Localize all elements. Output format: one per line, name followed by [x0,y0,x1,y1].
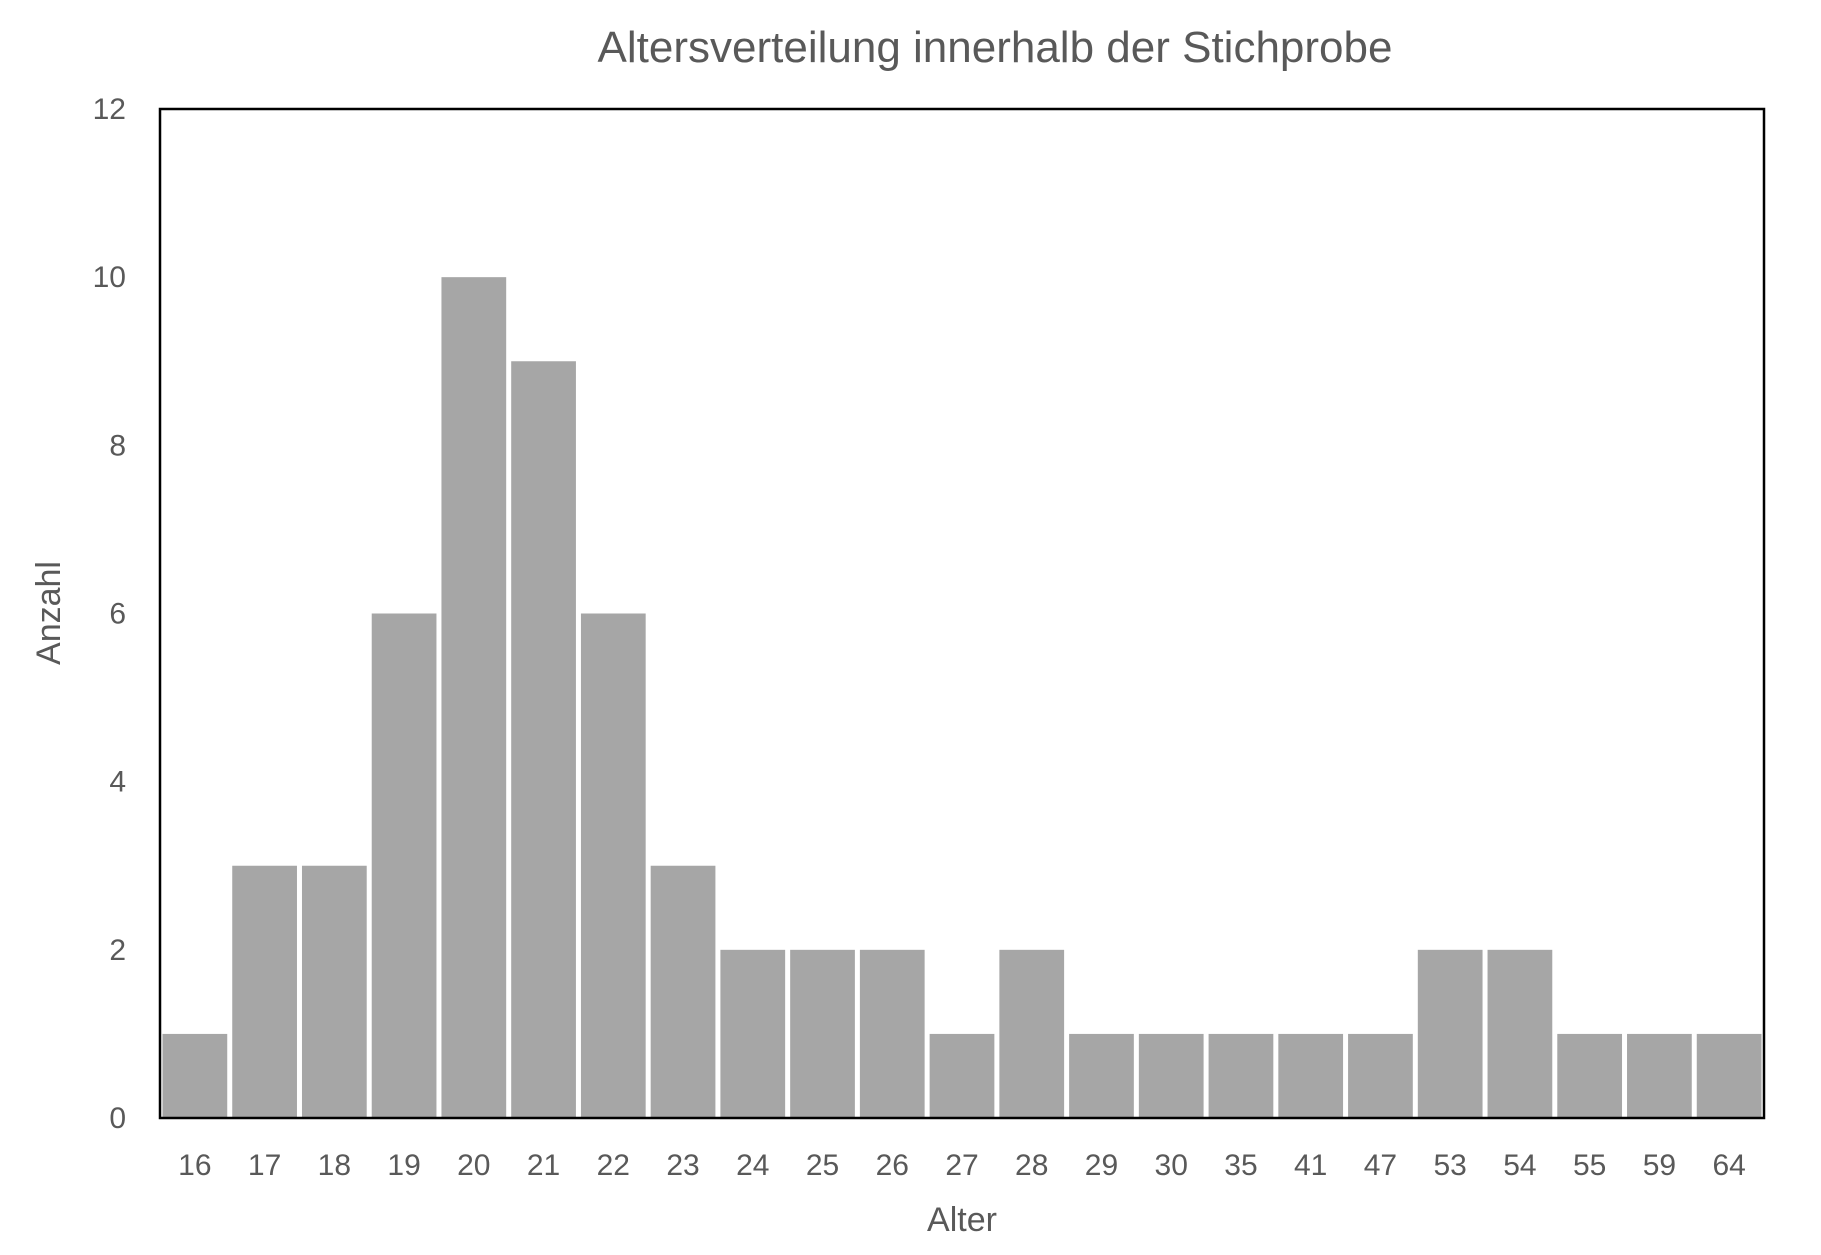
x-axis-label: Alter [927,1201,997,1239]
bar-21 [511,361,576,1118]
x-tick-label: 53 [1433,1149,1466,1182]
bar-47 [1348,1033,1413,1118]
y-tick-label: 4 [109,766,126,799]
x-tick-label: 30 [1155,1149,1188,1182]
y-tick-label: 8 [109,429,126,462]
bar-26 [859,949,925,1118]
plot-frame [158,107,1766,1120]
bar-35 [1208,1033,1274,1118]
bar-53 [1417,949,1483,1118]
bar-20 [441,277,507,1119]
bar-54 [1487,949,1553,1118]
x-tick-label: 47 [1364,1149,1397,1182]
bar-19 [371,613,437,1118]
x-tick-label: 25 [806,1149,839,1182]
x-tick-label: 17 [248,1149,281,1182]
x-tick-label: 24 [736,1149,769,1182]
bar-22 [580,613,646,1118]
bar-25 [790,949,855,1118]
x-tick-label: 41 [1294,1149,1327,1182]
y-tick-label: 2 [109,934,126,967]
bar-23 [650,865,716,1118]
y-tick-label: 0 [109,1102,126,1135]
x-tick-label: 22 [597,1149,630,1182]
bar-55 [1557,1033,1623,1118]
x-tick-label: 16 [178,1149,211,1182]
chart-title: Altersverteilung innerhalb der Stichprob… [598,23,1393,72]
bar-41 [1278,1033,1344,1118]
y-tick-label: 12 [93,93,126,126]
y-tick-label: 10 [93,261,126,294]
bar-64 [1696,1033,1762,1118]
x-tick-label: 35 [1224,1149,1257,1182]
bar-24 [720,949,786,1118]
bar-28 [999,949,1065,1118]
x-tick-label: 18 [318,1149,351,1182]
x-tick-label: 64 [1712,1149,1745,1182]
y-axis-ticks: 0 2 4 6 8 10 12 [93,93,126,1135]
bar-59 [1627,1033,1692,1118]
x-tick-label: 27 [945,1149,978,1182]
x-tick-label: 55 [1573,1149,1606,1182]
bar-16 [162,1033,228,1118]
bar-29 [1069,1033,1134,1118]
x-tick-label: 28 [1015,1149,1048,1182]
bars-group [162,277,1762,1119]
x-tick-label: 23 [666,1149,699,1182]
bar-27 [929,1033,995,1118]
x-tick-label: 20 [457,1149,490,1182]
x-axis-ticks: 16 17 18 19 20 21 22 23 24 25 26 27 28 29 30 35 41 47 53 54… [178,1149,1746,1182]
y-axis-label: Anzahl [30,561,68,665]
x-tick-label: 54 [1503,1149,1536,1182]
x-tick-label: 26 [876,1149,909,1182]
y-tick-label: 6 [109,598,126,631]
bar-30 [1138,1033,1204,1118]
x-tick-label: 21 [527,1149,560,1182]
bar-18 [301,865,367,1118]
x-tick-label: 29 [1085,1149,1118,1182]
x-tick-label: 19 [387,1149,420,1182]
bar-17 [232,865,297,1118]
x-tick-label: 59 [1643,1149,1676,1182]
